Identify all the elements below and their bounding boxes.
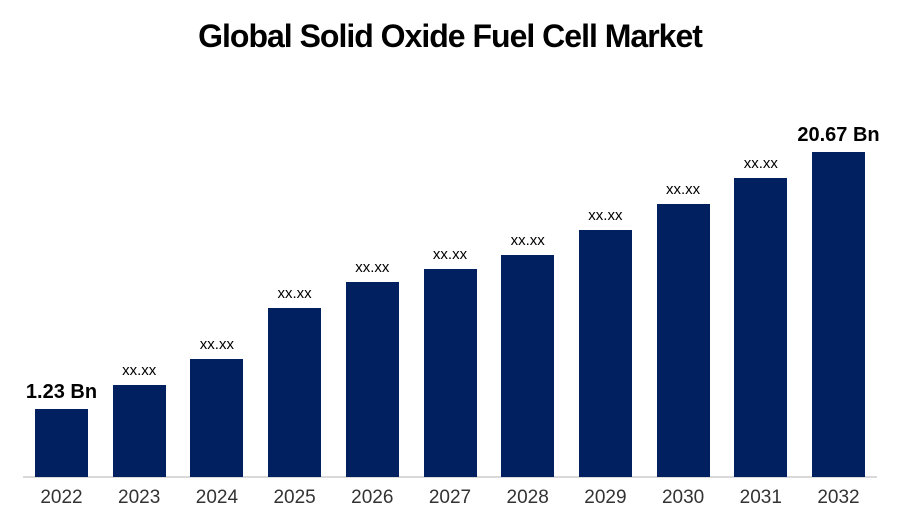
bar <box>501 255 555 477</box>
chart-title: Global Solid Oxide Fuel Cell Market <box>198 18 703 54</box>
bar-value-label: xx.xx <box>510 232 545 249</box>
bar-value-label: xx.xx <box>355 259 390 276</box>
x-axis-label: 2032 <box>817 487 860 508</box>
bar <box>734 178 788 477</box>
bar <box>112 385 166 477</box>
bar <box>656 204 710 477</box>
bar <box>190 359 244 477</box>
bar-value-label: xx.xx <box>666 181 701 198</box>
bar <box>423 269 477 477</box>
bar <box>812 152 865 477</box>
bar-value-label: xx.xx <box>743 155 778 172</box>
bar-value-label: xx.xx <box>277 285 312 302</box>
bar-value-label: xx.xx <box>122 362 157 379</box>
bar <box>268 308 322 477</box>
bar-value-label: xx.xx <box>588 207 623 224</box>
x-axis-label: 2029 <box>584 487 627 508</box>
x-axis-label: 2028 <box>506 487 549 508</box>
x-axis-label: 2030 <box>661 487 705 508</box>
x-axis-line <box>23 476 877 478</box>
x-axis-label: 2025 <box>273 487 316 508</box>
bar-value-label: xx.xx <box>199 336 234 353</box>
bar <box>345 282 399 477</box>
bar-value-label: xx.xx <box>432 246 468 263</box>
bar-value-label: 1.23 Bn <box>25 381 98 403</box>
bar <box>578 230 632 477</box>
x-axis-label: 2031 <box>739 487 782 508</box>
bar-value-label: 20.67 Bn <box>797 124 880 146</box>
x-axis-label: 2022 <box>40 487 83 508</box>
x-axis-label: 2023 <box>118 487 161 508</box>
bar <box>35 409 88 477</box>
x-axis-label: 2024 <box>195 487 239 508</box>
x-axis-label: 2027 <box>428 487 472 508</box>
x-axis-label: 2026 <box>351 487 394 508</box>
